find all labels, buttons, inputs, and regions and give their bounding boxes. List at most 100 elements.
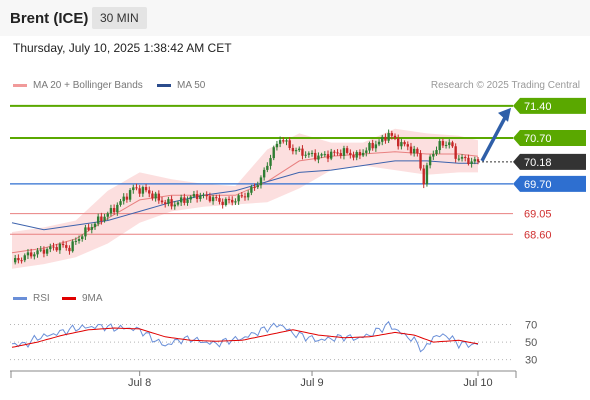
candle-body (285, 140, 288, 142)
candle-body (215, 197, 218, 199)
interval-button[interactable]: 30 MIN (92, 7, 147, 29)
candle-body (81, 236, 84, 240)
candle-body (291, 147, 295, 152)
legend-label-bollinger: MA 20 + Bollinger Bands (33, 80, 143, 91)
candle-body (422, 168, 425, 185)
candle-body (144, 187, 148, 191)
candle-body (272, 147, 275, 159)
legend-item-9ma: 9MA (62, 293, 103, 304)
x-tick-label: Jul 8 (128, 377, 151, 389)
candle-body (451, 142, 454, 147)
candle-body (361, 152, 365, 156)
candle-body (342, 148, 346, 156)
candle-body (416, 148, 419, 154)
candle-body (419, 153, 422, 169)
candle-body (84, 227, 87, 237)
candle-body (125, 196, 129, 200)
candle-body (307, 153, 311, 155)
candle-body (425, 165, 429, 185)
rsi-9ma-line (11, 327, 479, 348)
candle-body (288, 140, 291, 148)
candle-body (45, 249, 49, 254)
candle-body (20, 260, 23, 262)
candle-body (179, 197, 183, 203)
candle-body (329, 151, 333, 159)
candle-body (195, 194, 199, 199)
candle-body (49, 246, 52, 250)
candle-body (358, 152, 362, 156)
candle-body (39, 249, 42, 251)
candle-body (387, 133, 390, 141)
candle-body (301, 148, 304, 156)
candle-body (42, 249, 46, 254)
9ma-swatch-icon (62, 296, 76, 300)
target-arrow-head-icon (498, 107, 511, 122)
candle-body (246, 192, 250, 198)
rsi-tick-label: 50 (525, 337, 537, 349)
candle-body (467, 157, 470, 165)
candle-body (349, 152, 352, 155)
candle-body (13, 258, 17, 263)
candle-body (199, 195, 202, 199)
candle-body (403, 142, 406, 145)
candle-body (160, 200, 164, 203)
rsi-tick-label: 70 (525, 320, 537, 332)
level-tag-label: 68.60 (524, 229, 552, 241)
level-tag-label: 69.70 (524, 179, 552, 191)
candle-body (377, 141, 381, 145)
candle-body (154, 193, 157, 199)
candle-body (406, 144, 409, 147)
candle-body (132, 187, 135, 191)
candle-body (77, 239, 81, 241)
candle-body (151, 193, 154, 199)
candle-body (33, 254, 36, 257)
candle-body (259, 177, 263, 186)
candle-body (164, 202, 167, 204)
candle-body (148, 190, 151, 194)
ma50-swatch-icon (157, 83, 171, 87)
level-tag-70.70 (513, 129, 586, 146)
chart-header: Brent (ICE) 30 MIN (0, 0, 590, 36)
level-tag-label: 71.40 (524, 101, 552, 113)
candle-body (352, 154, 355, 158)
candle-body (36, 250, 39, 255)
candle-body (454, 146, 457, 159)
candle-body (412, 148, 416, 154)
candle-body (374, 144, 378, 149)
candle-body (167, 199, 170, 204)
candle-body (208, 196, 212, 202)
candle-body (432, 154, 435, 157)
candle-body (237, 195, 240, 202)
candle-body (464, 157, 467, 159)
candle-body (189, 196, 192, 200)
candle-body (234, 201, 237, 203)
candle-body (381, 136, 384, 142)
candle-body (333, 151, 336, 153)
candle-body (314, 152, 317, 160)
legend-item-bollinger: MA 20 + Bollinger Bands (13, 80, 143, 91)
candle-body (269, 158, 272, 166)
candle-body (250, 186, 253, 193)
level-tag-70.18 (513, 153, 586, 170)
candle-body (282, 140, 285, 142)
level-tag-label: 70.18 (524, 157, 552, 169)
candle-body (100, 216, 103, 221)
legend-label-ma50: MA 50 (177, 80, 206, 91)
level-tag-71.40 (513, 97, 586, 114)
candle-body (310, 152, 314, 154)
candle-body (26, 252, 30, 256)
candle-body (390, 133, 394, 136)
candle-body (368, 142, 371, 151)
candle-body (186, 199, 189, 203)
candle-body (221, 201, 224, 205)
level-tag-label: 69.05 (524, 209, 552, 221)
research-credit: Research © 2025 Trading Central (430, 80, 580, 91)
candle-body (61, 243, 65, 246)
candle-body (52, 246, 55, 248)
rsi-tick-label: 30 (525, 355, 537, 367)
candle-body (90, 227, 93, 230)
candle-body (205, 194, 208, 197)
candle-body (323, 154, 326, 156)
level-tag-69.70 (513, 175, 586, 192)
